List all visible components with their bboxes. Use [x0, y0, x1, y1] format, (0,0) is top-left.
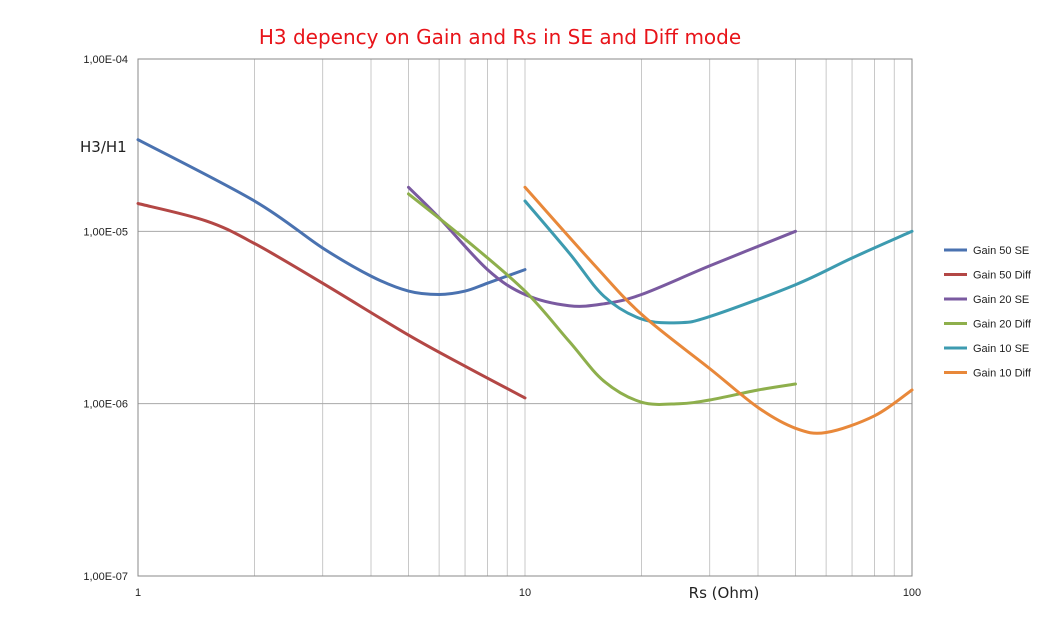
- y-tick-label: 1,00E-04: [83, 54, 128, 66]
- legend-label: Gain 20 Diff: [973, 319, 1032, 331]
- y-axis-label: H3/H1: [80, 138, 127, 156]
- y-tick-label: 1,00E-07: [83, 571, 128, 583]
- series-line-6: [523, 185, 914, 435]
- legend-label: Gain 50 SE: [973, 245, 1029, 257]
- legend-label: Gain 20 SE: [973, 294, 1029, 306]
- x-tick-label: 10: [519, 587, 531, 599]
- y-tick-label: 1,00E-05: [83, 226, 128, 238]
- x-tick-label: 1: [135, 587, 141, 599]
- chart-title: H3 depency on Gain and Rs in SE and Diff…: [259, 25, 741, 49]
- legend-label: Gain 50 Diff: [973, 270, 1032, 282]
- x-tick-label: 100: [903, 587, 921, 599]
- tick-labels: 1,00E-04 1,00E-05 1,00E-06 1,00E-07 1 10 100: [83, 54, 921, 599]
- series-line-3: [407, 185, 797, 308]
- y-tick-label: 1,00E-06: [83, 399, 128, 411]
- series-line-4: [407, 192, 797, 406]
- series-line-2: [136, 202, 527, 400]
- legend-label: Gain 10 Diff: [973, 368, 1032, 380]
- x-axis-label: Rs (Ohm): [689, 584, 760, 602]
- grid: [137, 58, 912, 577]
- series-layer: [136, 138, 914, 435]
- legend: Gain 50 SE Gain 50 Diff Gain 20 SE Gain 20 …: [944, 245, 1032, 380]
- series-line-5: [523, 199, 914, 325]
- series-line-1: [136, 138, 527, 296]
- plot-border: [137, 58, 913, 577]
- legend-label: Gain 10 SE: [973, 343, 1029, 355]
